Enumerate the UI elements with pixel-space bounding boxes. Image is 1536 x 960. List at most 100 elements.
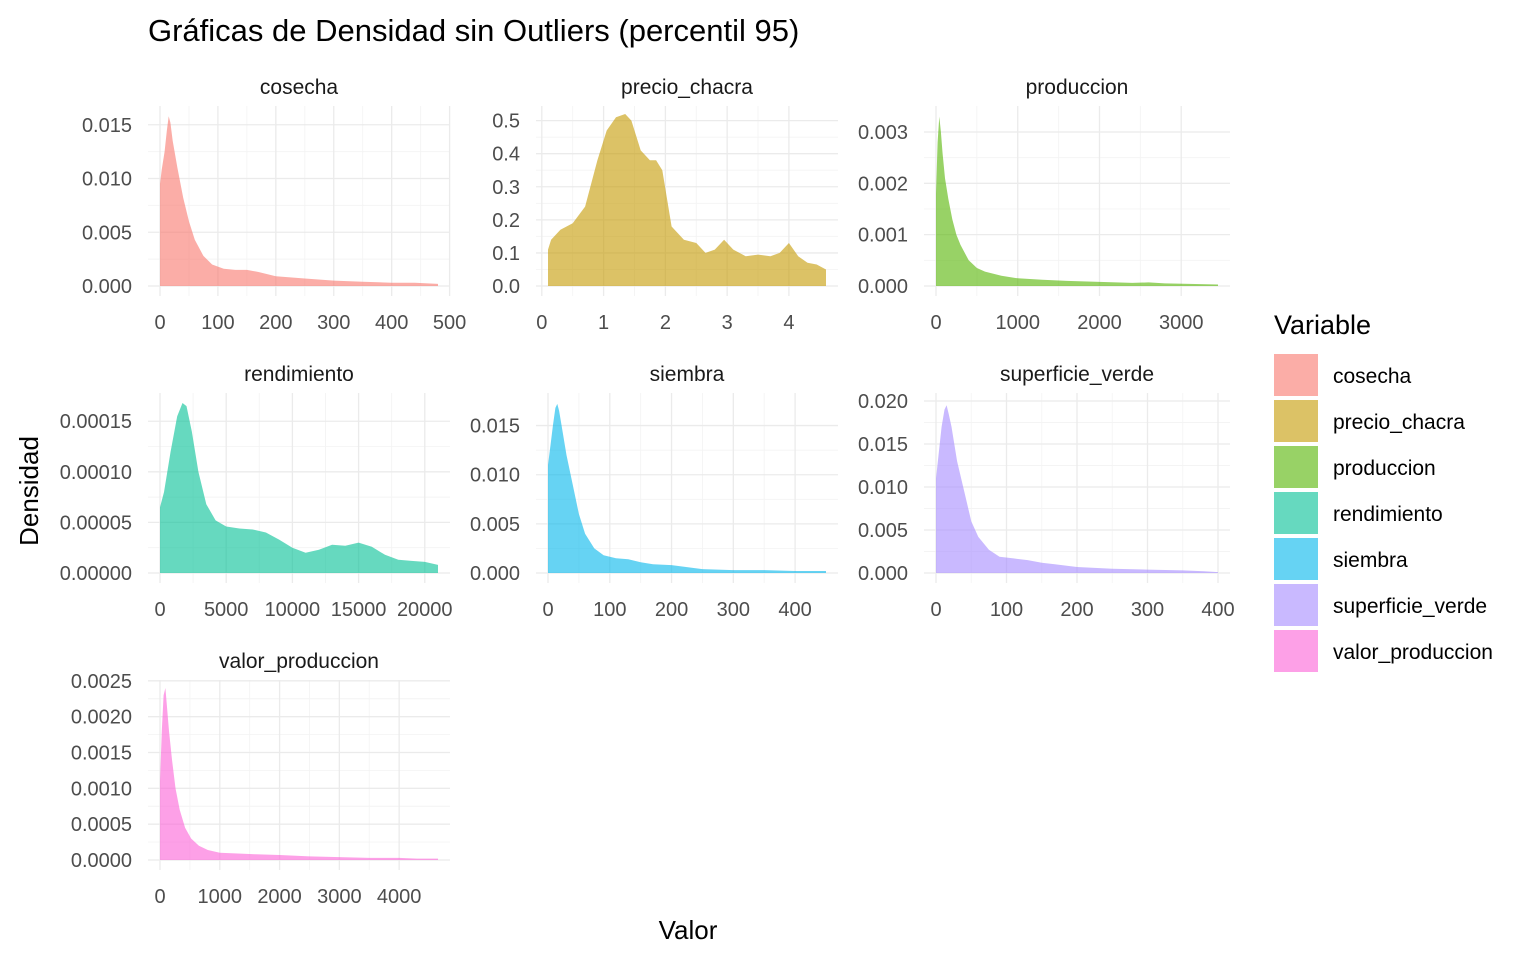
x-tick-label: 0 xyxy=(536,312,547,334)
legend-label: siembra xyxy=(1333,549,1408,572)
x-tick-label: 2000 xyxy=(1077,312,1122,334)
legend-label: superficie_verde xyxy=(1333,595,1487,618)
legend-label: rendimiento xyxy=(1333,503,1443,526)
x-tick-label: 0 xyxy=(154,312,165,334)
x-tick-label: 0 xyxy=(154,886,165,908)
density-area-siembra xyxy=(548,403,826,573)
y-tick-label: 0.000 xyxy=(470,563,520,585)
x-tick-label: 3000 xyxy=(317,886,362,908)
y-tick-label: 0.2 xyxy=(492,210,520,232)
panel-rendimiento: 0 5000 10000 15000 20000 0.00000 0.00005 0.0001… xyxy=(60,363,453,621)
y-tick-label: 0.1 xyxy=(492,243,520,265)
y-tick-label: 0.005 xyxy=(470,514,520,536)
y-tick-label: 0.005 xyxy=(858,520,908,542)
panel-produccion: 0 1000 2000 3000 0.000 0.001 0.002 0.003 producc… xyxy=(858,76,1230,334)
y-tick-label: 0.4 xyxy=(492,144,520,166)
x-tick-label: 300 xyxy=(317,312,350,334)
y-tick-label: 0.002 xyxy=(858,173,908,195)
x-tick-label: 500 xyxy=(433,312,466,334)
y-tick-label: 0.003 xyxy=(858,122,908,144)
x-tick-label: 1000 xyxy=(995,312,1040,334)
panel-cosecha: 0 100 200 300 400 500 0.000 0.005 0.010 0.015 cose… xyxy=(82,76,466,334)
legend-item-valor_produccion: valor_produccion xyxy=(1274,630,1493,672)
density-area-valor_produccion xyxy=(160,688,438,860)
x-tick-label: 100 xyxy=(593,599,626,621)
y-tick-label: 0.0020 xyxy=(71,707,132,729)
x-tick-label: 200 xyxy=(1060,599,1093,621)
facet-label: valor_produccion xyxy=(219,650,379,673)
x-tick-label: 300 xyxy=(717,599,750,621)
y-tick-label: 0.000 xyxy=(858,563,908,585)
x-tick-label: 0 xyxy=(542,599,553,621)
x-tick-label: 15000 xyxy=(331,599,387,621)
y-tick-label: 0.3 xyxy=(492,177,520,199)
panel-siembra: 0 100 200 300 400 0.000 0.005 0.010 0.015 siembra xyxy=(470,363,838,621)
y-tick-label: 0.001 xyxy=(858,225,908,247)
y-tick-label: 0.010 xyxy=(82,169,132,191)
x-tick-label: 4 xyxy=(783,312,794,334)
legend-label: valor_produccion xyxy=(1333,641,1493,664)
x-tick-label: 400 xyxy=(375,312,408,334)
y-tick-label: 0.0010 xyxy=(71,778,132,800)
y-tick-label: 0.00000 xyxy=(60,563,132,585)
density-area-produccion xyxy=(936,116,1218,286)
legend-item-rendimiento: rendimiento xyxy=(1274,492,1443,534)
panel-precio_chacra: 0 1 2 3 4 0.0 0.1 0.2 0.3 0.4 0.5 precio_chacra xyxy=(492,76,838,334)
facet-label: siembra xyxy=(650,363,725,386)
y-tick-label: 0.015 xyxy=(470,416,520,438)
legend-items: cosecha precio_chacra produccion rendimient… xyxy=(1274,354,1493,672)
legend-item-superficie_verde: superficie_verde xyxy=(1274,584,1487,626)
y-tick-label: 0.0025 xyxy=(71,671,132,693)
legend-key xyxy=(1274,446,1318,488)
y-tick-label: 0.000 xyxy=(82,276,132,298)
x-tick-label: 0 xyxy=(930,312,941,334)
x-tick-label: 20000 xyxy=(397,599,453,621)
x-tick-label: 2000 xyxy=(257,886,302,908)
legend-title: Variable xyxy=(1274,310,1371,340)
x-tick-label: 1000 xyxy=(198,886,243,908)
legend-item-precio_chacra: precio_chacra xyxy=(1274,400,1465,442)
legend-item-produccion: produccion xyxy=(1274,446,1436,488)
x-tick-label: 0 xyxy=(154,599,165,621)
y-tick-label: 0.0005 xyxy=(71,814,132,836)
y-tick-label: 0.015 xyxy=(858,434,908,456)
x-tick-label: 100 xyxy=(201,312,234,334)
legend-key xyxy=(1274,354,1318,396)
density-area-superficie_verde xyxy=(936,405,1218,573)
legend-label: produccion xyxy=(1333,457,1436,480)
facet-label: produccion xyxy=(1026,76,1129,99)
y-tick-label: 0.005 xyxy=(82,222,132,244)
y-tick-label: 0.015 xyxy=(82,115,132,137)
legend-key xyxy=(1274,400,1318,442)
x-axis-title: Valor xyxy=(659,915,718,945)
legend-item-siembra: siembra xyxy=(1274,538,1408,580)
legend-item-cosecha: cosecha xyxy=(1274,354,1412,396)
legend-key xyxy=(1274,584,1318,626)
density-area-precio_chacra xyxy=(548,114,826,286)
x-tick-label: 200 xyxy=(655,599,688,621)
density-area-cosecha xyxy=(160,116,438,286)
facet-label: cosecha xyxy=(260,76,339,99)
x-tick-label: 1 xyxy=(598,312,609,334)
panel-valor_produccion: 0 1000 2000 3000 4000 0.0000 0.0005 0.0010 0.001… xyxy=(71,650,450,908)
density-area-rendimiento xyxy=(160,403,438,573)
legend-label: precio_chacra xyxy=(1333,411,1465,434)
x-tick-label: 10000 xyxy=(265,599,321,621)
facet-label: superficie_verde xyxy=(1000,363,1154,386)
legend-key xyxy=(1274,630,1318,672)
x-tick-label: 400 xyxy=(778,599,811,621)
y-tick-label: 0.00015 xyxy=(60,411,132,433)
facet-panels: 0 100 200 300 400 5000.0000.0050.0100.015cose… xyxy=(60,76,1235,908)
y-tick-label: 0.00005 xyxy=(60,512,132,534)
legend-key xyxy=(1274,492,1318,534)
legend-key xyxy=(1274,538,1318,580)
legend-label: cosecha xyxy=(1333,365,1412,388)
y-tick-label: 0.010 xyxy=(858,477,908,499)
x-tick-label: 5000 xyxy=(204,599,249,621)
x-tick-label: 2 xyxy=(660,312,671,334)
y-axis-title: Densidad xyxy=(14,436,44,546)
y-tick-label: 0.0000 xyxy=(71,850,132,872)
legend: Variable cosecha precio_chacra produccion r… xyxy=(1274,310,1493,672)
y-tick-label: 0.00010 xyxy=(60,462,132,484)
